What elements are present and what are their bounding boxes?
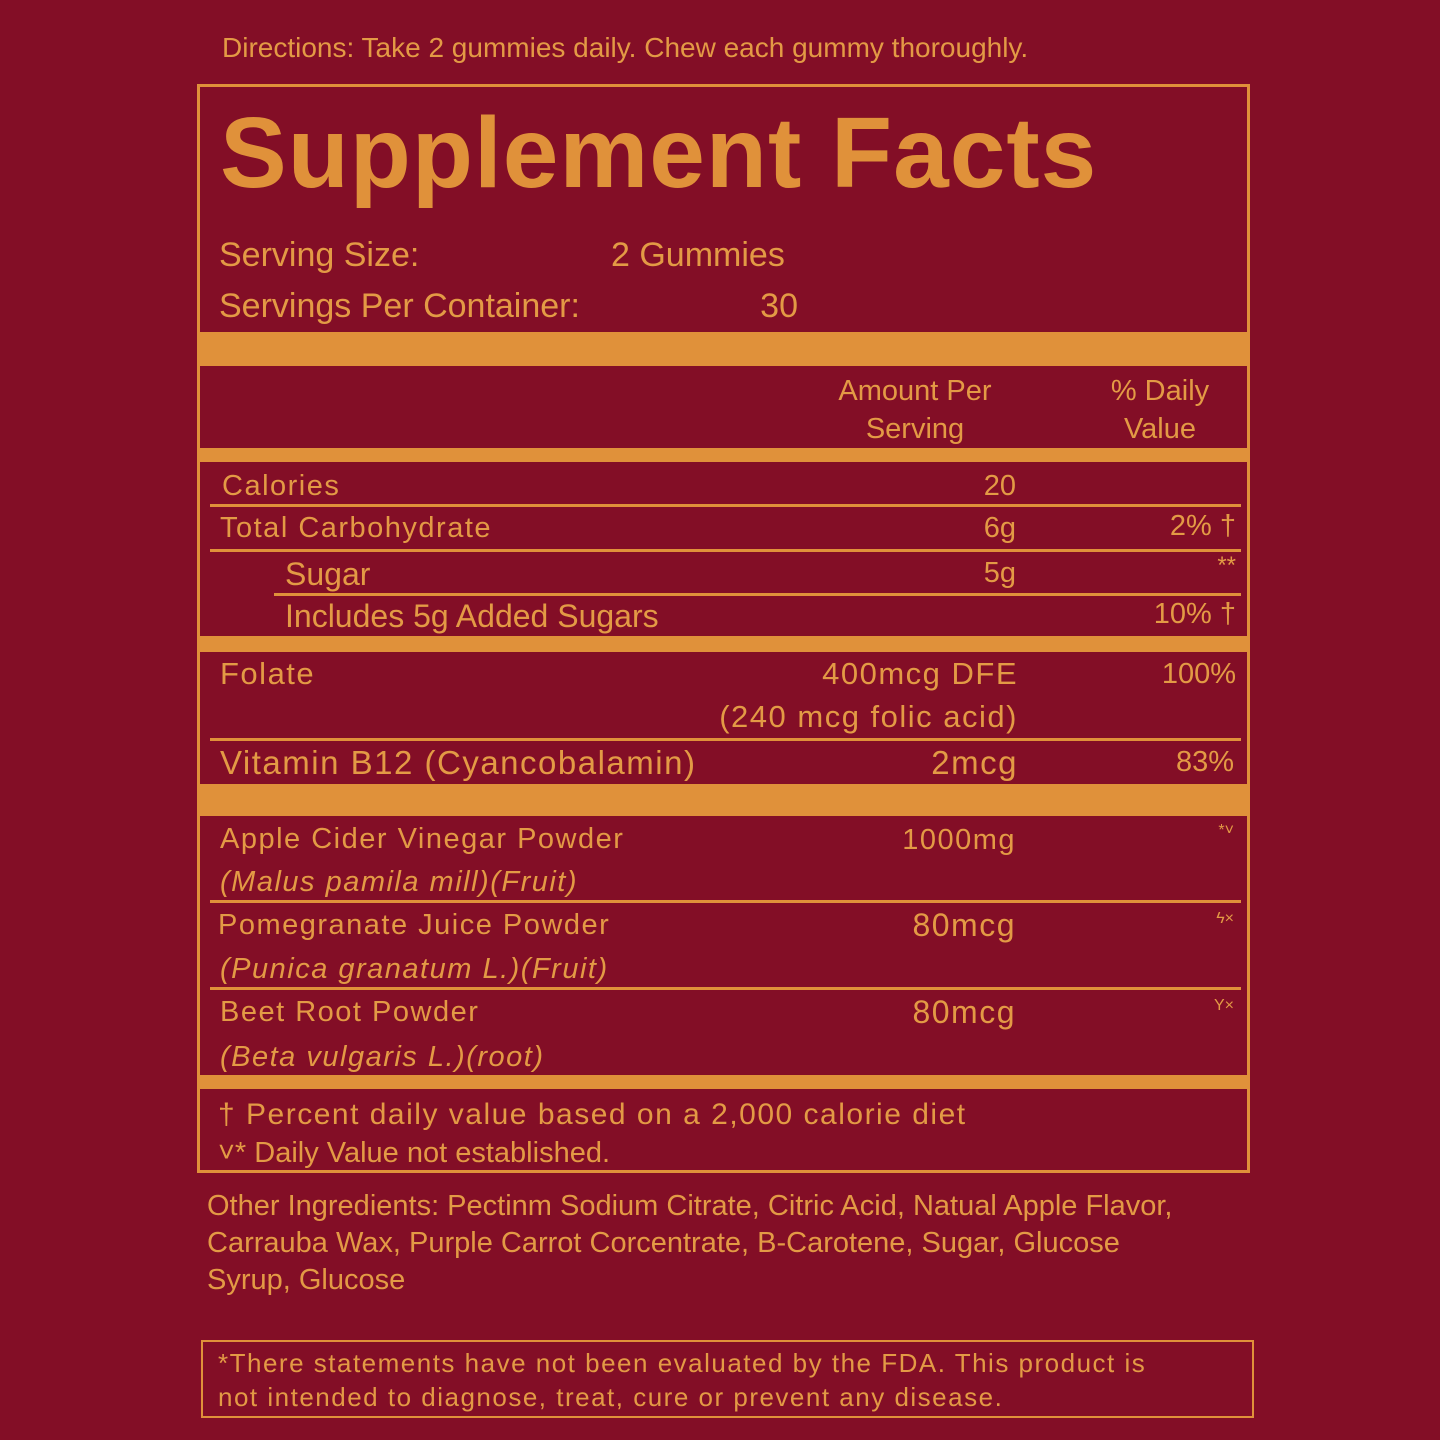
row-divider [210, 504, 1241, 507]
row-sub: (Punica granatum L.)(Fruit) [220, 953, 609, 985]
row-amount: 6g [983, 512, 1016, 544]
row-name: Apple Cider Vinegar Powder [220, 823, 625, 855]
amount-header: Amount Per Serving [810, 372, 1020, 448]
amount-header-line1: Amount Per [838, 375, 992, 407]
divider-bar [200, 636, 1247, 652]
divider-bar [200, 448, 1247, 462]
row-amount: 20 [983, 470, 1016, 502]
amount-header-line2: Serving [865, 413, 965, 445]
servings-per-container-label: Servings Per Container: [219, 287, 580, 325]
row-dv: 10% † [1153, 598, 1236, 630]
fda-disclaimer-box [201, 1340, 1254, 1418]
other-ingredients: Other Ingredients: Pectinm Sodium Citrat… [207, 1188, 1172, 1299]
other-ingredients-line: Carrauba Wax, Purple Carrot Corcentrate,… [207, 1227, 1120, 1259]
footnote-dagger: † Percent daily value based on a 2,000 c… [218, 1098, 967, 1131]
disclaimer-line: not intended to diagnose, treat, cure or… [218, 1382, 1004, 1412]
row-amount: 80mcg [912, 994, 1016, 1030]
row-name: Includes 5g Added Sugars [285, 598, 659, 634]
row-amount-sub: (240 mcg folic acid) [719, 699, 1018, 734]
row-sub: (Beta vulgaris L.)(root) [220, 1041, 545, 1073]
dv-header: % Daily Value [1080, 372, 1240, 448]
serving-size-value: 2 Gummies [611, 236, 785, 274]
footnote-not-established: ˅* Daily Value not established. [218, 1137, 611, 1169]
row-dv: ** [1217, 552, 1236, 579]
row-dv: Y× [1213, 997, 1234, 1014]
row-divider [210, 900, 1241, 903]
row-amount: 80mcg [912, 907, 1016, 943]
row-amount: 2mcg [931, 744, 1018, 781]
row-dv: *˅ [1218, 822, 1234, 839]
row-dv: 2% † [1169, 510, 1236, 542]
divider-bar [200, 332, 1247, 366]
fda-disclaimer: *There statements have not been evaluate… [218, 1346, 1146, 1414]
row-divider [210, 549, 1241, 552]
row-amount: 5g [983, 557, 1016, 589]
divider-bar [200, 784, 1247, 816]
row-amount: 400mcg DFE [822, 656, 1018, 691]
row-name: Vitamin B12 (Cyancobalamin) [220, 744, 697, 781]
row-name: Sugar [285, 556, 371, 592]
row-name: Calories [222, 470, 341, 502]
row-name: Beet Root Powder [220, 996, 480, 1028]
row-amount: 1000mg [902, 824, 1016, 856]
dv-header-line2: Value [1123, 413, 1197, 445]
dv-header-line1: % Daily [1110, 375, 1210, 407]
other-ingredients-line: Other Ingredients: Pectinm Sodium Citrat… [207, 1190, 1173, 1222]
row-name: Pomegranate Juice Powder [218, 909, 611, 941]
other-ingredients-line: Syrup, Glucose [207, 1264, 406, 1296]
row-sub: (Malus pamila mill)(Fruit) [220, 866, 579, 898]
row-divider [274, 593, 1241, 596]
divider-bar [200, 1075, 1247, 1089]
row-divider [210, 738, 1241, 741]
page-title: Supplement Facts [220, 97, 1098, 209]
row-name: Total Carbohydrate [220, 512, 493, 544]
row-dv: 83% [1175, 746, 1234, 778]
serving-size-label: Serving Size: [219, 236, 420, 274]
row-name: Folate [220, 656, 316, 691]
row-dv: ϟ× [1216, 910, 1234, 927]
directions: Directions: Take 2 gummies daily. Chew e… [222, 32, 1029, 63]
supplement-facts-panel [197, 84, 1250, 1173]
row-dv: 100% [1161, 658, 1236, 690]
disclaimer-line: *There statements have not been evaluate… [218, 1348, 1147, 1378]
row-divider [210, 987, 1241, 990]
servings-per-container-value: 30 [760, 287, 798, 325]
